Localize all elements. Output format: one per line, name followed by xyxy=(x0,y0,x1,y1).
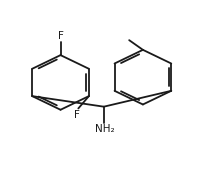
Text: F: F xyxy=(74,110,80,120)
Text: NH₂: NH₂ xyxy=(95,124,115,134)
Text: F: F xyxy=(58,31,64,41)
